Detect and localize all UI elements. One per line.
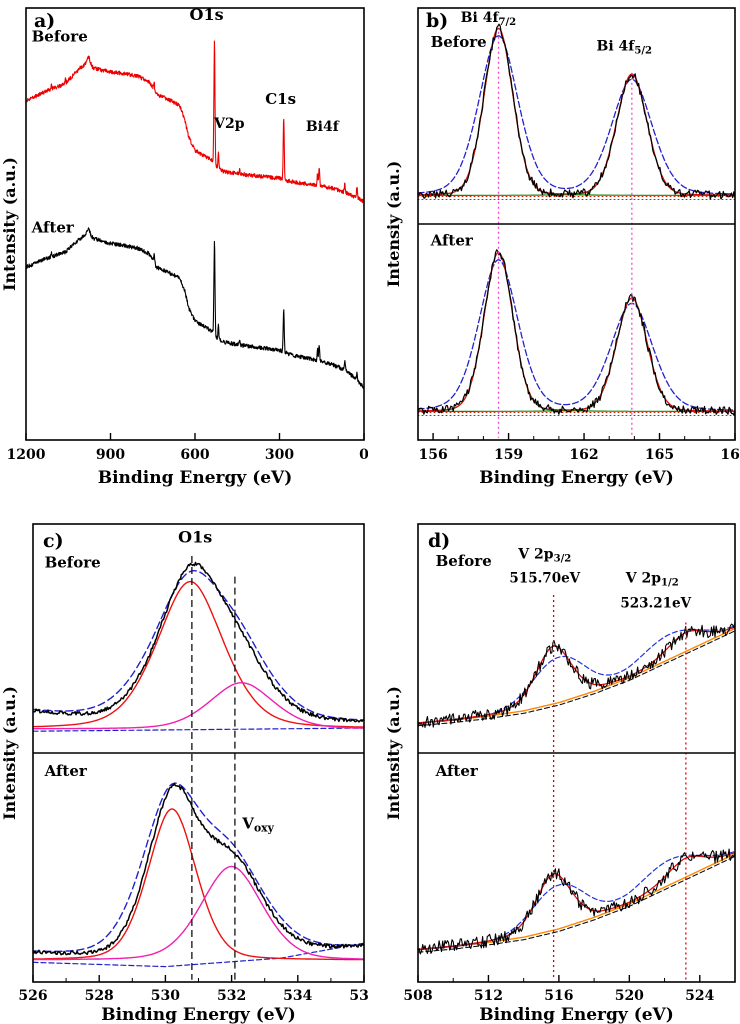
x-tick-label: 900 — [96, 447, 125, 463]
series-group — [33, 556, 364, 980]
y-axis-title: Intensity (a.u.) — [2, 157, 19, 291]
series-d-After-background-shirley — [418, 855, 735, 953]
x-tick-label: 168 — [720, 447, 740, 463]
x-axis-title: Binding Energy (eV) — [479, 1005, 674, 1024]
peak-label-bi4f: Bi4f — [306, 119, 340, 135]
x-tick-label: 524 — [685, 988, 714, 1004]
series-d-After-data — [418, 848, 735, 955]
panel-d-v2p-spectrum: 508 512 516 520 524 Binding Energy (eV) Intens… — [384, 512, 740, 1024]
panel-letter-b: b) — [426, 10, 448, 32]
panel-letter-c: c) — [43, 530, 64, 552]
trace-label-before: Before — [431, 33, 487, 51]
trace-label-before: Before — [45, 554, 101, 572]
plot-border — [417, 7, 736, 441]
panel-a-plot: 1200 900 600 300 0 Binding Energy (eV) Intensi… — [0, 5, 369, 488]
trace-label-before: Before — [436, 552, 492, 570]
series-b-Before-component1 — [418, 28, 735, 196]
panel-c-o1s-spectrum: 526 528 530 532 534 536 Binding Energy (eV) Int… — [0, 512, 379, 1024]
x-tick-label: 600 — [180, 447, 209, 463]
x-tick-label: 520 — [615, 988, 644, 1004]
series-d-After-background — [418, 853, 735, 951]
x-tick-label: 0 — [359, 447, 368, 463]
panel-letter-d: d) — [428, 530, 450, 552]
series-d-Before-fit — [418, 626, 735, 724]
panel-d-plot: 508 512 516 520 524 Binding Energy (eV) Intens… — [384, 523, 736, 1024]
series-b-Before-fit-alt — [418, 35, 735, 195]
x-axis-title: Binding Energy (eV) — [479, 468, 674, 488]
series-b-After-fit — [418, 251, 735, 412]
series-group — [418, 23, 735, 438]
x-tick-label: 156 — [418, 447, 447, 463]
peak-label-voxy: Voxy — [241, 815, 274, 835]
x-tick-label: 532 — [217, 988, 246, 1004]
series-c-After-component2 — [33, 865, 364, 961]
x-tick-label: 512 — [474, 988, 503, 1004]
series-d-After-fit — [418, 851, 735, 951]
peak-label-v2p32: V 2p3/2 — [517, 546, 571, 564]
y-axis-title: Intensity (a.u.) — [2, 686, 19, 820]
series-group — [26, 40, 364, 390]
y-axis-title: Intensiy (a.u.) — [386, 161, 403, 288]
x-tick-label: 516 — [544, 988, 573, 1004]
x-tick-label: 162 — [569, 447, 598, 463]
peak-energy-v2p32: 515.70eV — [509, 571, 580, 587]
peak-label-c1s: C1s — [265, 90, 296, 108]
peak-label-o1s: O1s — [190, 5, 224, 24]
x-tick-label: 508 — [403, 988, 432, 1004]
series-c-Before-baseline — [33, 727, 364, 732]
x-tick-label: 300 — [265, 447, 294, 463]
x-tick-label: 159 — [494, 447, 523, 463]
x-tick-label: 528 — [85, 988, 114, 1004]
panel-b-bi4f-spectrum: 156 159 162 165 168 Binding Energy (eV) Intens… — [384, 0, 740, 510]
peak-label-bi4f52: Bi 4f5/2 — [597, 38, 653, 56]
x-tick-label: 1200 — [7, 447, 46, 463]
trace-label-after: After — [430, 232, 474, 250]
series-c-Before-fit-alt — [33, 570, 364, 721]
x-tick-label: 536 — [349, 988, 368, 1004]
x-tick-label: 534 — [283, 988, 312, 1004]
peak-label-v2p12: V 2p1/2 — [625, 571, 679, 589]
series-b-Before-data — [418, 23, 735, 200]
y-axis-title: Intensity (a.u.) — [386, 686, 403, 820]
series-c-After-data — [33, 782, 364, 956]
series-c-Before-component2 — [33, 682, 364, 730]
peak-label-o1s: O1s — [178, 527, 212, 546]
x-axis-title: Binding Energy (eV) — [101, 1005, 296, 1024]
plot-border — [417, 523, 736, 983]
series-d-Before-background — [418, 627, 735, 724]
trace-label-after: After — [435, 762, 479, 780]
x-tick-label: 530 — [151, 988, 180, 1004]
trace-label-after: After — [44, 762, 88, 780]
series-a-survey-data — [26, 227, 364, 390]
panel-letter-a: a) — [34, 10, 55, 32]
panel-c-plot: 526 528 530 532 534 536 Binding Energy (eV) Int… — [0, 523, 379, 1024]
x-tick-label: 526 — [18, 988, 47, 1004]
series-c-After-component1 — [33, 808, 364, 961]
series-d-Before-data — [418, 621, 735, 728]
panel-a-survey-spectrum: 1200 900 600 300 0 Binding Energy (eV) Intensi… — [0, 0, 369, 510]
series-b-Before-fit — [418, 27, 735, 196]
series-b-After-fit-alt — [418, 259, 735, 411]
series-group — [418, 594, 735, 980]
series-c-After-fit-alt — [33, 782, 364, 952]
x-tick-label: 165 — [645, 447, 674, 463]
x-axis-title: Binding Energy (eV) — [98, 468, 293, 488]
series-d-Before-fit-alt — [418, 625, 735, 724]
series-b-After-data — [418, 249, 735, 416]
series-b-After-component1 — [418, 251, 735, 412]
series-c-Before-data — [33, 561, 364, 723]
trace-label-after: After — [31, 219, 75, 237]
series-b-Before-component2 — [418, 73, 735, 196]
series-c-Before-component1 — [33, 580, 364, 728]
peak-label-bi4f72: Bi 4f7/2 — [461, 10, 517, 28]
peak-energy-v2p12: 523.21eV — [620, 595, 691, 611]
panel-b-plot: 156 159 162 165 168 Binding Energy (eV) Intens… — [384, 7, 740, 488]
series-a-survey-data — [26, 40, 364, 204]
trace-label-before: Before — [32, 28, 88, 46]
peak-label-v2p: V2p — [213, 116, 245, 132]
series-d-Before-background-shirley — [418, 630, 735, 727]
series-d-After-fit-alt — [418, 850, 735, 951]
